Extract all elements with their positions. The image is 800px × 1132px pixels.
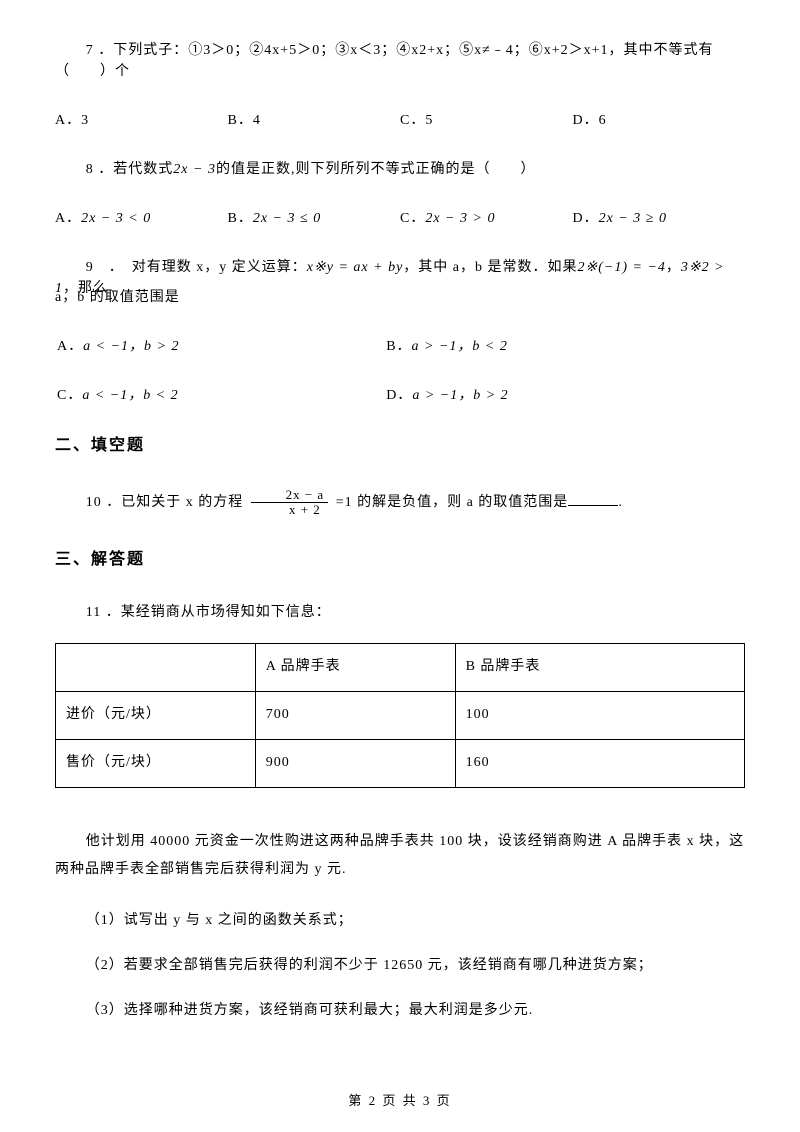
table-cell: 700 [255, 691, 455, 739]
q9-d-expr: a > −1，b > 2 [412, 388, 508, 403]
q10-fraction: 2x − ax + 2 [251, 488, 328, 518]
q7-opt-a: A．3 [55, 110, 228, 131]
q11-table: A 品牌手表 B 品牌手表 进价（元/块） 700 100 售价（元/块） 90… [55, 643, 745, 788]
table-cell: 售价（元/块） [56, 739, 256, 787]
table-cell-h2: A 品牌手表 [255, 643, 455, 691]
q10-den: x + 2 [251, 503, 328, 517]
q9-b-expr: a > −1，b < 2 [412, 339, 508, 354]
q9-opt-c: C．a < −1，b < 2 [55, 385, 386, 406]
q7-opt-c: C．5 [400, 110, 573, 131]
q11-sub3: （3）选择哪种进货方案，该经销商可获利最大；最大利润是多少元. [55, 1000, 745, 1021]
table-cell: 进价（元/块） [56, 691, 256, 739]
q8-options: A．2x − 3 < 0 B．2x − 3 ≤ 0 C．2x − 3 > 0 D… [55, 208, 745, 229]
table-row: A 品牌手表 B 品牌手表 [56, 643, 745, 691]
section-3-heading: 三、解答题 [55, 548, 745, 572]
q9-c-expr: a < −1，b < 2 [82, 388, 178, 403]
q11-sub1: （1）试写出 y 与 x 之间的函数关系式； [55, 910, 745, 931]
q10-prefix: 10 ．已知关于 x 的方程 [86, 495, 248, 510]
q9-opt-d: D．a > −1，b > 2 [386, 385, 717, 406]
table-cell: 160 [455, 739, 744, 787]
table-row: 售价（元/块） 900 160 [56, 739, 745, 787]
q11-sub2: （2）若要求全部销售完后获得的利润不少于 12650 元，该经销商有哪几种进货方… [55, 955, 745, 976]
q9-d-pre: D． [386, 388, 412, 403]
q9-a-pre: A． [57, 339, 83, 354]
q9-options-row2: C．a < −1，b < 2 D．a > −1，b > 2 [55, 385, 745, 406]
q8-prefix: 8 ．若代数式 [86, 162, 174, 177]
q9-opt-b: B．a > −1，b < 2 [386, 336, 717, 357]
q8-suffix: 的值是正数,则下列所列不等式正确的是（ ） [216, 162, 536, 177]
q8-opt-c: C．2x − 3 > 0 [400, 208, 573, 229]
q8-d-expr: 2x − 3 ≥ 0 [599, 211, 667, 226]
question-10: 10 ．已知关于 x 的方程 2x − ax + 2 =1 的解是负值，则 a … [55, 488, 745, 518]
q10-num: 2x − a [251, 488, 328, 503]
q8-opt-d: D．2x − 3 ≥ 0 [573, 208, 746, 229]
q8-b-expr: 2x − 3 ≤ 0 [253, 211, 321, 226]
q11-para: 他计划用 40000 元资金一次性购进这两种品牌手表共 100 块，设该经销商购… [55, 828, 745, 884]
q9-sep: ， [666, 260, 681, 275]
page-footer: 第 2 页 共 3 页 [0, 1091, 800, 1111]
question-7: 7 ．下列式子：①3＞0；②4x+5＞0；③x＜3；④x2+x；⑤x≠﹣4；⑥x… [55, 40, 745, 82]
question-11-intro: 11 ．某经销商从市场得知如下信息： [55, 602, 745, 623]
q9-a-expr: a < −1，b > 2 [83, 339, 179, 354]
q8-opt-a: A．2x − 3 < 0 [55, 208, 228, 229]
q8-a-expr: 2x − 3 < 0 [81, 211, 151, 226]
q9-options-row1: A．a < −1，b > 2 B．a > −1，b < 2 [55, 336, 745, 357]
q8-opt-b: B．2x − 3 ≤ 0 [228, 208, 401, 229]
q8-a-pre: A． [55, 211, 81, 226]
q7-opt-d: D．6 [573, 110, 746, 131]
table-row: 进价（元/块） 700 100 [56, 691, 745, 739]
q9-def: x※y = ax + by [307, 260, 403, 275]
q9-mid: ，其中 a，b 是常数．如果 [403, 260, 577, 275]
table-cell: 900 [255, 739, 455, 787]
q10-blank [568, 492, 618, 506]
q9-b-pre: B． [386, 339, 411, 354]
q9-cond1: 2※(−1) = −4 [578, 260, 666, 275]
q10-suffix: =1 的解是负值，则 a 的取值范围是 [331, 495, 568, 510]
q7-options: A．3 B．4 C．5 D．6 [55, 110, 745, 131]
q7-opt-b: B．4 [228, 110, 401, 131]
table-cell-h3: B 品牌手表 [455, 643, 744, 691]
q8-c-expr: 2x − 3 > 0 [425, 211, 495, 226]
q10-end: . [618, 495, 623, 510]
table-cell: 100 [455, 691, 744, 739]
q8-expr: 2x − 3 [173, 162, 216, 177]
section-2-heading: 二、填空题 [55, 434, 745, 458]
table-cell-h1 [56, 643, 256, 691]
q8-d-pre: D． [573, 211, 599, 226]
q8-b-pre: B． [228, 211, 253, 226]
q9-c-pre: C． [57, 388, 82, 403]
q8-c-pre: C． [400, 211, 425, 226]
q9-opt-a: A．a < −1，b > 2 [55, 336, 386, 357]
q9-prefix: 9 ． 对有理数 x，y 定义运算： [86, 260, 307, 275]
question-8: 8 ．若代数式2x − 3的值是正数,则下列所列不等式正确的是（ ） [55, 159, 745, 180]
q9-line2: a，b 的取值范围是 [55, 287, 745, 308]
